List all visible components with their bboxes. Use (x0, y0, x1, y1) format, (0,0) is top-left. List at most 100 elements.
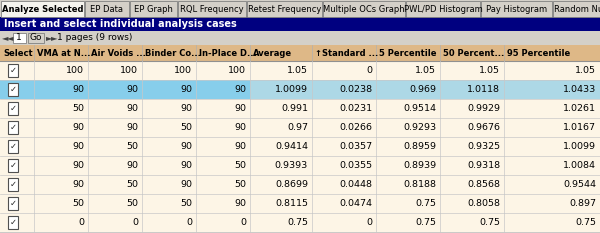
Text: 1.05: 1.05 (287, 66, 308, 75)
Bar (481, 1, 552, 17)
Bar (250, 194, 600, 213)
Bar (0, 61, 250, 80)
Bar (250, 118, 600, 137)
Text: 0.969: 0.969 (409, 85, 436, 94)
Bar (0, 118, 250, 137)
Text: Go: Go (30, 34, 42, 42)
Text: 0: 0 (366, 218, 372, 227)
Text: 50: 50 (72, 199, 84, 208)
Text: 90: 90 (234, 85, 246, 94)
Text: 90: 90 (234, 123, 246, 132)
Bar (0, 137, 250, 156)
Text: Air Voids ...: Air Voids ... (91, 48, 146, 58)
Bar (8, 197, 18, 210)
Text: 50: 50 (126, 142, 138, 151)
Text: 0: 0 (366, 66, 372, 75)
Bar (406, 1, 480, 17)
Text: 0.8939: 0.8939 (403, 161, 436, 170)
Bar (0, 175, 250, 194)
Text: 90: 90 (126, 123, 138, 132)
Text: 0.75: 0.75 (415, 199, 436, 208)
Text: 90: 90 (126, 85, 138, 94)
Text: 90: 90 (234, 104, 246, 113)
Bar (8, 216, 18, 229)
Text: 50: 50 (126, 180, 138, 189)
Text: 90: 90 (126, 161, 138, 170)
Text: 0.9929: 0.9929 (467, 104, 500, 113)
Text: 0.991: 0.991 (281, 104, 308, 113)
Text: 0.0355: 0.0355 (339, 161, 372, 170)
Text: 1.05: 1.05 (479, 66, 500, 75)
Bar (130, 1, 177, 17)
Text: 1.0099: 1.0099 (275, 85, 308, 94)
Text: 100: 100 (66, 66, 84, 75)
Bar (178, 1, 246, 17)
Text: 50: 50 (234, 180, 246, 189)
Text: 90: 90 (126, 104, 138, 113)
Text: 50: 50 (126, 199, 138, 208)
Text: ✓: ✓ (10, 218, 17, 227)
Text: 0.8699: 0.8699 (275, 180, 308, 189)
Text: 100: 100 (228, 66, 246, 75)
Text: Analyze Selected: Analyze Selected (2, 4, 83, 14)
Bar (8, 83, 18, 96)
Text: Multiple OCs Graph: Multiple OCs Graph (323, 4, 405, 14)
Text: 0.0231: 0.0231 (339, 104, 372, 113)
Bar (8, 159, 18, 172)
Text: 0.897: 0.897 (569, 199, 596, 208)
Text: 0.0266: 0.0266 (339, 123, 372, 132)
Bar (28, 33, 44, 43)
Text: ►: ► (46, 34, 53, 42)
Text: 0.9514: 0.9514 (403, 104, 436, 113)
Text: ►: ► (51, 34, 58, 42)
Text: 90: 90 (234, 142, 246, 151)
Text: 1.0167: 1.0167 (563, 123, 596, 132)
Text: 0.75: 0.75 (415, 218, 436, 227)
Text: 1.05: 1.05 (415, 66, 436, 75)
Text: ✓: ✓ (10, 85, 17, 94)
Text: 90: 90 (72, 85, 84, 94)
Text: 100: 100 (120, 66, 138, 75)
Text: ◄: ◄ (7, 34, 14, 42)
Text: 50: 50 (180, 123, 192, 132)
Text: 0.0448: 0.0448 (339, 180, 372, 189)
Text: Binder Co...: Binder Co... (145, 48, 201, 58)
Bar (0, 31, 600, 45)
Text: 0.9544: 0.9544 (563, 180, 596, 189)
Text: Select: Select (3, 48, 32, 58)
Text: ✓: ✓ (10, 104, 17, 113)
Text: 0.9414: 0.9414 (275, 142, 308, 151)
Text: 0.9318: 0.9318 (467, 161, 500, 170)
Bar (0, 17, 600, 31)
Bar (0, 80, 250, 99)
Text: 90: 90 (72, 142, 84, 151)
Text: ◄: ◄ (2, 34, 8, 42)
Text: 1 pages (9 rows): 1 pages (9 rows) (57, 34, 133, 42)
Text: 0.9676: 0.9676 (467, 123, 500, 132)
Bar (8, 178, 18, 191)
Text: 50 Percent...: 50 Percent... (443, 48, 504, 58)
Text: ✓: ✓ (10, 161, 17, 170)
Bar (0, 156, 250, 175)
Bar (85, 1, 129, 17)
Bar (247, 1, 322, 17)
Text: 0.0474: 0.0474 (339, 199, 372, 208)
Text: 0.97: 0.97 (287, 123, 308, 132)
Text: 0.8058: 0.8058 (467, 199, 500, 208)
Bar (553, 1, 600, 17)
Bar (8, 121, 18, 134)
Text: 90: 90 (180, 161, 192, 170)
Text: 95 Percentile: 95 Percentile (507, 48, 570, 58)
Bar (0, 194, 250, 213)
Bar (323, 1, 405, 17)
Text: 90: 90 (180, 85, 192, 94)
Text: 90: 90 (180, 104, 192, 113)
Text: 0.9293: 0.9293 (403, 123, 436, 132)
Text: 1.0118: 1.0118 (467, 85, 500, 94)
Text: 0.75: 0.75 (287, 218, 308, 227)
Bar (0, 99, 250, 118)
Text: 0.9393: 0.9393 (275, 161, 308, 170)
Bar (0, 45, 600, 61)
Bar (250, 80, 600, 99)
Bar (250, 175, 600, 194)
